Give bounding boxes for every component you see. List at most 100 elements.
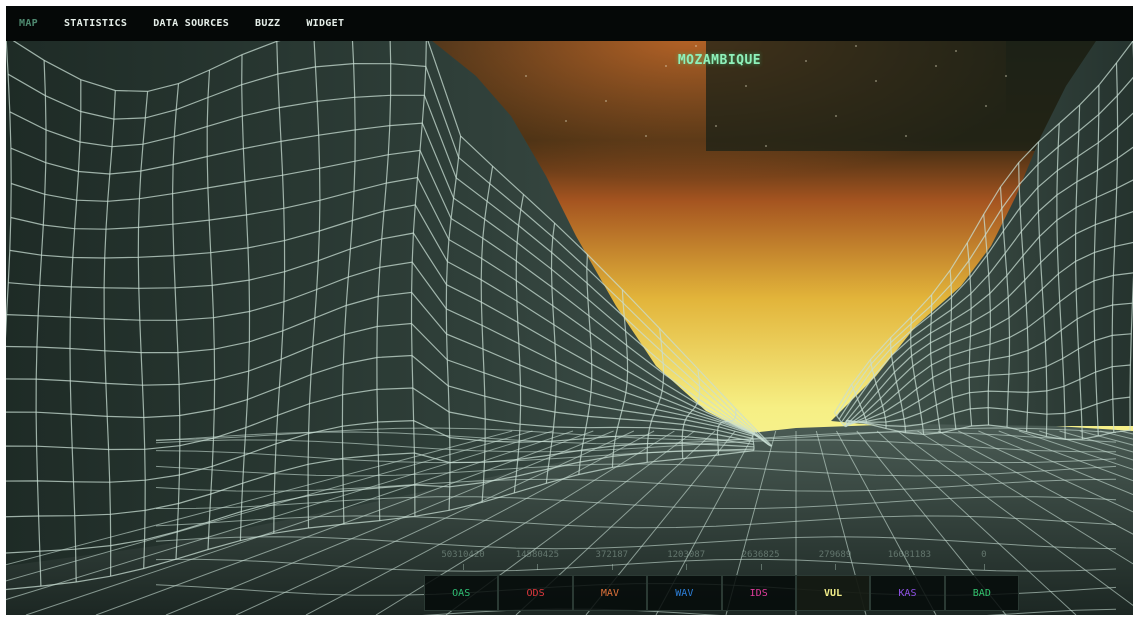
legend-button-oas[interactable]: OAS [424,575,499,611]
legend-button-vul[interactable]: VUL [795,575,871,611]
wire-line [155,496,1117,510]
star [695,45,697,47]
wire-line [6,430,553,601]
nav-item-map[interactable]: MAP [19,18,38,29]
wire-line [9,204,759,437]
wire-line [6,322,753,437]
scale-value: 372187 [595,550,629,560]
wire-line [1018,430,1133,470]
right-mountain-wireframe [833,40,1133,441]
left-mountain [6,36,766,586]
value-scale: 50310420 14580425 372187 1203087 2636825 2796… [426,550,1021,570]
star [765,145,767,147]
star [805,60,807,62]
scale-value: 0 [981,550,987,560]
star [645,135,647,137]
nav-item-buzz[interactable]: BUZZ [255,18,281,29]
star [715,125,717,127]
scale-tick [909,564,911,570]
right-mountain [831,36,1133,426]
wire-line [155,536,1117,550]
stars [525,45,1007,147]
wire-line [876,430,1077,615]
map-viewport[interactable]: MAP STATISTICS DATA SOURCES BUZZ WIDGET MOZA… [6,6,1133,615]
wire-line [95,430,594,615]
wire-line [846,333,1132,424]
wire-line [155,439,1117,453]
nav-item-statistics[interactable]: STATISTICS [63,18,128,29]
wire-line [10,176,761,439]
wire-line [846,272,1133,427]
star [1005,75,1007,77]
terrain-3d-scene[interactable] [6,6,1133,615]
wire-line [155,515,1117,529]
wire-line [6,442,755,518]
star [745,85,747,87]
wire-line [6,354,754,440]
wire-line [846,396,1131,428]
wire-line [6,419,754,483]
wire-line [6,261,755,435]
wire-line [11,149,764,441]
scale-tick [686,564,688,570]
wire-line [10,122,767,444]
wire-line [845,241,1133,428]
terrain-floor [6,424,1133,615]
wire-line [7,62,772,447]
scale-tick [463,564,464,570]
scale-value: 2636825 [741,550,780,560]
star [855,45,857,47]
legend-button-ids[interactable]: IDS [721,575,796,611]
legend-button-wav[interactable]: WAV [647,575,722,611]
legend-button-ods[interactable]: ODS [498,575,573,611]
wire-line [155,431,1117,445]
star [835,115,837,117]
wire-line [235,430,635,615]
wire-line [846,364,1131,423]
scale-value: 279689 [818,550,852,560]
top-nav-bar: MAP STATISTICS DATA SOURCES BUZZ WIDGET [6,6,1133,41]
wire-line [836,76,1133,417]
wire-line [6,448,755,554]
star [955,50,957,52]
wire-line [6,35,12,339]
wire-line [833,40,1133,414]
wire-line [842,179,1133,426]
legend-button-mav[interactable]: MAV [572,575,648,611]
wire-line [9,94,770,446]
country-name-label: MOZAMBIQUE [677,53,762,68]
scale-tick [611,564,613,570]
wire-line [838,112,1133,420]
star [935,65,937,67]
wire-line [6,387,754,451]
wire-line [155,558,1117,572]
wire-line [165,430,614,615]
legend-button-bad[interactable]: BAD [944,575,1019,611]
scale-tick [760,564,762,570]
star [525,75,527,77]
wire-line [6,291,754,436]
star [565,120,567,122]
scale-tick [537,564,539,570]
wire-line [155,478,1117,492]
wire-line [8,232,756,435]
wire-line [998,430,1133,482]
scale-value: 16081183 [887,550,932,560]
wire-line [155,463,1117,477]
scale-tick [835,564,836,570]
star [875,80,877,82]
scale-value: 50310420 [441,550,485,560]
nav-item-data-sources[interactable]: DATA SOURCES [153,18,230,29]
wire-line [844,211,1133,427]
wire-line [937,430,1133,535]
nav-item-widget[interactable]: WIDGET [306,18,345,29]
wire-line [957,430,1133,513]
wire-line [897,430,1133,607]
legend-button-kas[interactable]: KAS [870,575,945,611]
wire-line [6,450,754,591]
star [985,105,987,107]
scale-value: 1203087 [667,550,706,560]
left-mountain-wireframe [6,28,773,591]
wire-line [840,146,1133,423]
scale-tick [983,564,985,570]
